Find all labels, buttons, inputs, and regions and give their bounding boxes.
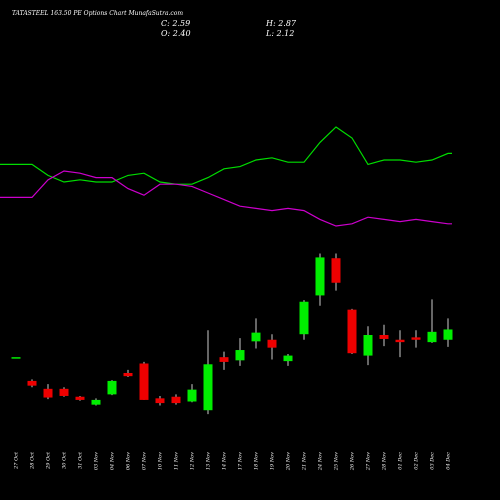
x-tick-label: 28 Oct	[30, 451, 36, 470]
x-tick-label: 10 Nov	[158, 452, 164, 470]
candle-body	[171, 396, 181, 404]
x-axis-labels: 27 Oct 28 Oct 29 Oct 30 Oct 31 Oct 03 Nov 04 N…	[14, 451, 452, 471]
candle-body	[123, 373, 133, 377]
candle-body	[11, 357, 21, 359]
candle	[155, 395, 165, 406]
candle	[91, 398, 101, 406]
candle-body	[443, 329, 453, 340]
candle-body	[411, 337, 421, 340]
candle	[235, 338, 245, 366]
x-tick-label: 24 Nov	[318, 452, 324, 471]
candle-body	[59, 388, 69, 396]
candle	[251, 318, 261, 349]
x-tick-label: 03 Nov	[94, 452, 100, 470]
candle	[59, 387, 69, 397]
x-tick-label: 02 Dec	[414, 452, 420, 470]
candle-body	[187, 389, 197, 402]
candle	[43, 384, 53, 400]
x-tick-label: 13 Nov	[206, 452, 212, 470]
candle-body	[427, 331, 437, 343]
x-tick-label: 27 Nov	[366, 452, 372, 471]
upper-indicator-line	[0, 126, 452, 185]
x-tick-label: 31 Oct	[78, 451, 84, 469]
x-tick-label: 11 Nov	[174, 452, 180, 470]
lower-indicator-line	[0, 170, 452, 227]
candle	[411, 330, 421, 348]
candle	[395, 330, 405, 358]
x-tick-label: 30 Oct	[62, 451, 68, 469]
candle	[219, 351, 229, 370]
candle	[427, 299, 437, 343]
candle-body	[315, 257, 325, 296]
candle-body	[203, 364, 213, 411]
candle-body	[43, 388, 53, 398]
x-tick-label: 12 Nov	[190, 452, 196, 470]
candle	[203, 330, 213, 415]
chart-title: TATASTEEL 163.50 PE Options Chart Munafa…	[12, 10, 183, 17]
x-tick-label: 20 Nov	[286, 452, 292, 471]
x-tick-label: 01 Dec	[398, 452, 404, 470]
candle	[299, 300, 309, 340]
indicator-lines	[0, 126, 452, 227]
candle	[347, 308, 357, 354]
candle-body	[27, 380, 37, 386]
candle	[107, 380, 117, 396]
candle-body	[139, 363, 149, 400]
x-tick-label: 06 Nov	[126, 452, 132, 470]
x-tick-label: 04 Nov	[110, 452, 116, 470]
candle	[267, 334, 277, 360]
candle-body	[363, 335, 373, 356]
candle	[331, 253, 341, 291]
x-tick-label: 03 Dec	[430, 452, 436, 470]
candle-body	[331, 258, 341, 283]
high-value-label: H: 2.87	[265, 19, 297, 28]
candles-group	[11, 253, 453, 415]
candle	[187, 384, 197, 403]
x-tick-label: 26 Nov	[350, 452, 356, 471]
candle-body	[251, 332, 261, 342]
x-tick-label: 28 Nov	[382, 452, 388, 471]
x-tick-label: 18 Nov	[254, 452, 260, 470]
x-tick-label: 25 Nov	[334, 452, 340, 471]
candle-body	[299, 301, 309, 335]
x-tick-label: 17 Nov	[238, 452, 244, 470]
candle	[75, 395, 85, 401]
candle-body	[107, 380, 117, 395]
x-tick-label: 29 Oct	[46, 451, 52, 470]
candle	[139, 361, 149, 400]
x-tick-label: 14 Nov	[222, 452, 228, 470]
candle-body	[347, 309, 357, 354]
candle-body	[283, 355, 293, 362]
low-value-label: L: 2.12	[265, 29, 294, 38]
candle	[171, 394, 181, 405]
x-tick-label: 19 Nov	[270, 452, 276, 470]
candle	[27, 379, 37, 388]
candle-body	[155, 398, 165, 404]
candle-body	[75, 396, 85, 400]
candle-body	[235, 350, 245, 361]
candle	[283, 354, 293, 366]
x-tick-label: 21 Nov	[302, 452, 308, 471]
x-tick-label: 04 Dec	[446, 452, 452, 470]
candle	[11, 357, 21, 359]
candle-body	[91, 399, 101, 405]
candle	[123, 369, 133, 377]
candle-body	[395, 339, 405, 343]
candle-body	[379, 335, 389, 339]
candle-body	[219, 357, 229, 362]
x-tick-label: 27 Oct	[14, 451, 20, 470]
candle	[363, 326, 373, 366]
open-value-label: O: 2.40	[161, 29, 191, 38]
candle-body	[267, 339, 277, 348]
x-tick-label: 07 Nov	[142, 452, 148, 470]
candle	[379, 324, 389, 347]
close-value-label: C: 2.59	[161, 19, 190, 28]
candle	[315, 253, 325, 306]
candle	[443, 318, 453, 347]
